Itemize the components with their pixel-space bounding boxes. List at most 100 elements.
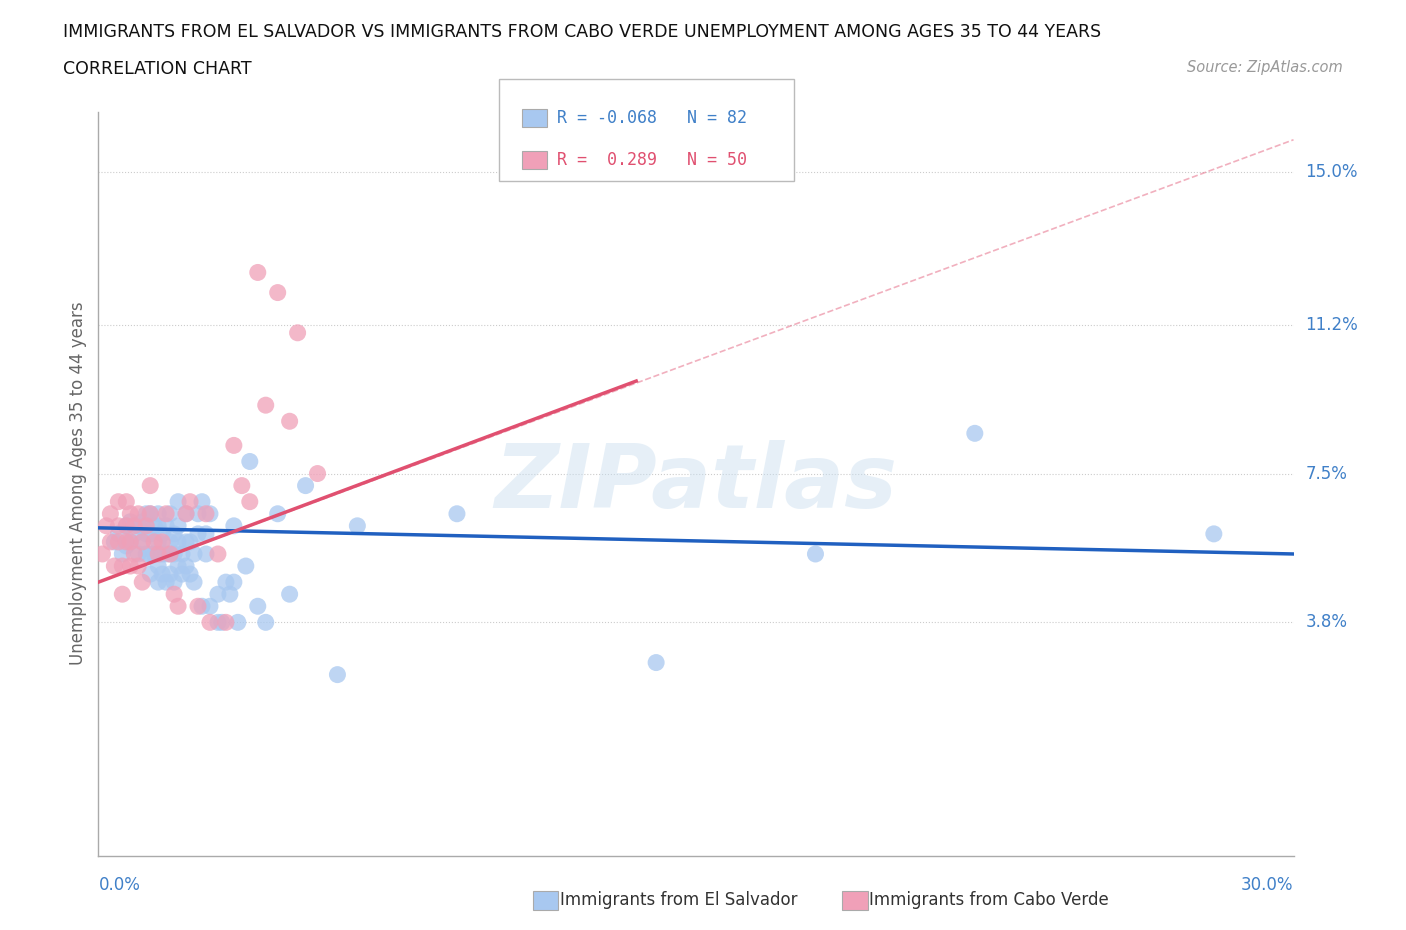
Point	[179, 494, 201, 509]
Point	[155, 518, 177, 533]
Point	[254, 398, 277, 413]
Point	[963, 426, 986, 441]
Point	[207, 615, 229, 630]
Point	[127, 518, 149, 533]
Point	[198, 506, 221, 521]
Point	[96, 518, 118, 533]
Point	[139, 478, 162, 493]
Point	[150, 526, 173, 541]
Point	[115, 494, 138, 509]
Point	[307, 466, 329, 481]
Point	[187, 526, 209, 541]
Point	[191, 494, 214, 509]
Point	[150, 535, 173, 550]
Point	[172, 547, 194, 562]
Point	[111, 587, 134, 602]
Point	[155, 506, 177, 521]
Point	[124, 518, 146, 533]
Point	[107, 526, 129, 541]
Point	[174, 535, 197, 550]
Point	[98, 535, 122, 550]
Point	[246, 265, 269, 280]
Point	[139, 547, 162, 562]
Point	[143, 518, 166, 533]
Point	[183, 547, 205, 562]
Point	[120, 514, 142, 529]
Point	[174, 506, 197, 521]
Point	[222, 518, 245, 533]
Point	[294, 478, 316, 493]
Point	[195, 526, 218, 541]
Point	[163, 547, 186, 562]
Point	[198, 599, 221, 614]
Point	[167, 599, 190, 614]
Point	[135, 526, 157, 541]
Point	[159, 547, 181, 562]
Text: IMMIGRANTS FROM EL SALVADOR VS IMMIGRANTS FROM CABO VERDE UNEMPLOYMENT AMONG AGE: IMMIGRANTS FROM EL SALVADOR VS IMMIGRANT…	[63, 23, 1101, 41]
Point	[172, 566, 194, 581]
Point	[115, 535, 138, 550]
Point	[222, 575, 245, 590]
Point	[103, 559, 125, 574]
Point	[167, 518, 190, 533]
Point	[135, 518, 157, 533]
Point	[120, 535, 142, 550]
Point	[226, 615, 249, 630]
Point	[148, 559, 170, 574]
Point	[239, 454, 262, 469]
Point	[187, 599, 209, 614]
Point	[254, 615, 277, 630]
Point	[148, 506, 170, 521]
Point	[155, 547, 177, 562]
Point	[1202, 526, 1225, 541]
Point	[215, 575, 238, 590]
Point	[159, 547, 181, 562]
Point	[127, 559, 149, 574]
Point	[267, 506, 290, 521]
Point	[167, 494, 190, 509]
Point	[159, 506, 181, 521]
Point	[167, 535, 190, 550]
Point	[150, 547, 173, 562]
Text: 3.8%: 3.8%	[1306, 614, 1347, 631]
Y-axis label: Unemployment Among Ages 35 to 44 years: Unemployment Among Ages 35 to 44 years	[69, 302, 87, 665]
Text: 11.2%: 11.2%	[1306, 316, 1358, 334]
Text: CORRELATION CHART: CORRELATION CHART	[63, 60, 252, 78]
Point	[159, 535, 181, 550]
Point	[207, 547, 229, 562]
Point	[346, 518, 368, 533]
Point	[111, 547, 134, 562]
Point	[131, 535, 153, 550]
Point	[163, 526, 186, 541]
Point	[148, 575, 170, 590]
Point	[107, 518, 129, 533]
Text: Source: ZipAtlas.com: Source: ZipAtlas.com	[1187, 60, 1343, 75]
Point	[98, 506, 122, 521]
Point	[239, 494, 262, 509]
Point	[124, 547, 146, 562]
Point	[155, 575, 177, 590]
Point	[278, 414, 301, 429]
Point	[127, 506, 149, 521]
Point	[179, 535, 201, 550]
Point	[115, 538, 138, 553]
Point	[645, 655, 668, 670]
Point	[198, 615, 221, 630]
Text: Immigrants from El Salvador: Immigrants from El Salvador	[560, 891, 797, 910]
Point	[163, 587, 186, 602]
Point	[139, 506, 162, 521]
Point	[131, 514, 153, 529]
Point	[103, 535, 125, 550]
Point	[148, 547, 170, 562]
Point	[139, 506, 162, 521]
Point	[446, 506, 468, 521]
Point	[148, 518, 170, 533]
Point	[187, 506, 209, 521]
Point	[211, 615, 233, 630]
Point	[163, 575, 186, 590]
Point	[231, 478, 253, 493]
Point	[174, 506, 197, 521]
Text: 15.0%: 15.0%	[1306, 163, 1358, 181]
Point	[107, 494, 129, 509]
Text: ZIPatlas: ZIPatlas	[495, 440, 897, 527]
